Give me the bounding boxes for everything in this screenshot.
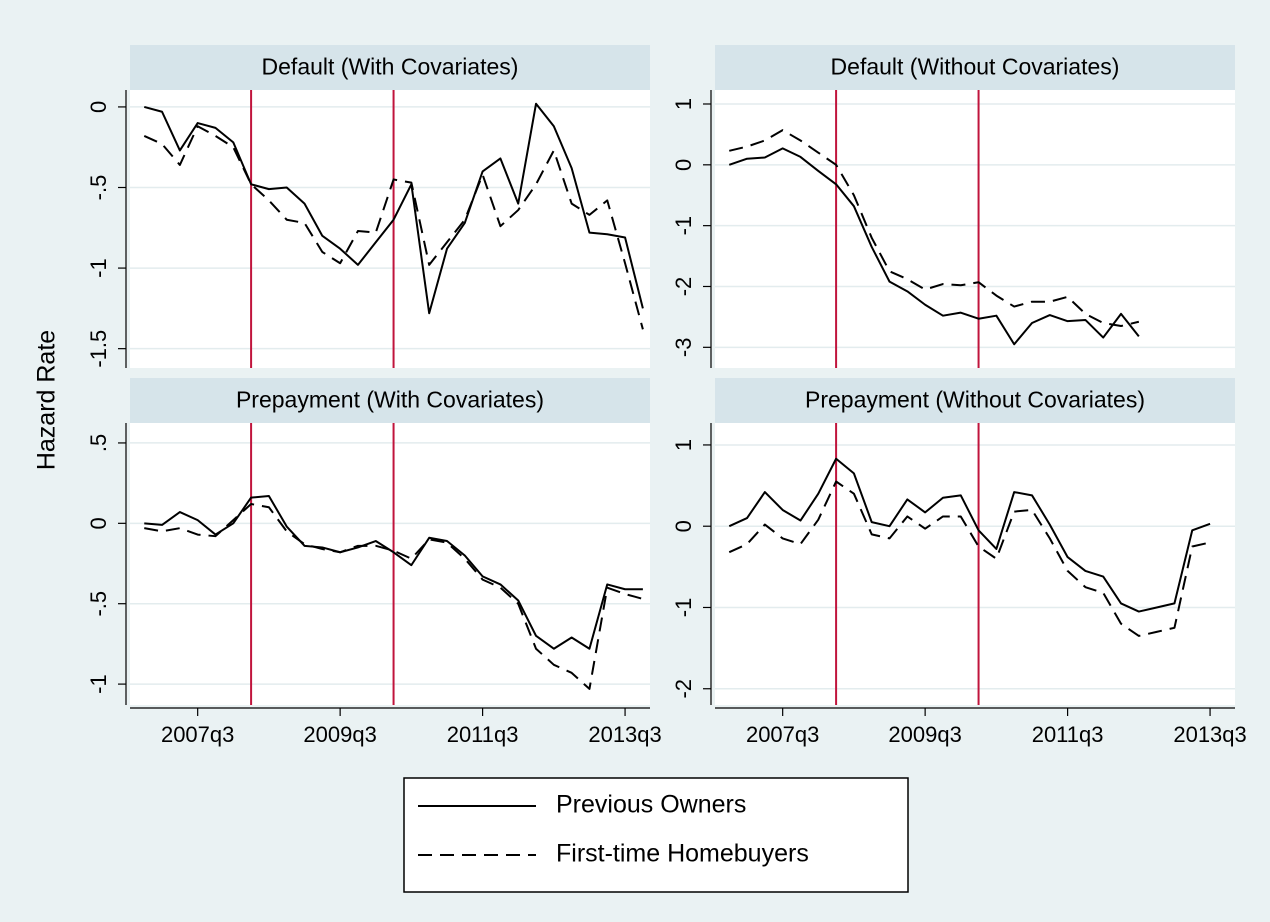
y-axis-label: Hazard Rate: [33, 330, 61, 470]
y-tick-label: -1: [86, 258, 111, 278]
y-tick-label: -1: [86, 674, 111, 694]
series-line: [728, 147, 1140, 346]
y-tick-label: -1: [671, 216, 696, 236]
plot-area: [130, 423, 650, 705]
x-tick-label: 2009q3: [303, 722, 376, 747]
series-line: [728, 457, 1211, 613]
y-tick-label: -2: [671, 277, 696, 297]
panel-title: Default (With Covariates): [262, 54, 519, 80]
y-tick-label: 0: [86, 101, 111, 113]
panel-header: [715, 378, 1235, 423]
y-tick-label: 0: [86, 517, 111, 529]
x-tick-label: 2013q3: [1173, 722, 1246, 747]
series-line: [144, 503, 644, 690]
plot-area: [715, 423, 1235, 705]
panel-title: Prepayment (Without Covariates): [805, 387, 1145, 413]
legend-label: First-time Homebuyers: [556, 840, 809, 868]
panel-title: Default (Without Covariates): [831, 54, 1120, 80]
x-tick-label: 2011q3: [447, 722, 519, 747]
panel-header: [715, 45, 1235, 90]
x-tick-label: 2011q3: [1032, 722, 1104, 747]
x-tick-label: 2013q3: [588, 722, 661, 747]
legend-box: [403, 777, 909, 893]
y-tick-label: 1: [671, 439, 696, 451]
y-tick-label: -1.5: [86, 330, 111, 368]
y-tick-label: -.5: [86, 175, 111, 201]
series-line: [728, 480, 1211, 637]
y-tick-label: 0: [671, 520, 696, 532]
x-tick-label: 2007q3: [161, 722, 234, 747]
y-tick-label: 0: [671, 159, 696, 171]
panel-header: [130, 378, 650, 423]
y-tick-label: .5: [86, 434, 111, 452]
y-tick-label: -3: [671, 338, 696, 358]
legend-label: Previous Owners: [556, 791, 746, 819]
series-line: [729, 129, 1140, 328]
series-line: [143, 102, 644, 315]
x-tick-label: 2007q3: [746, 722, 819, 747]
series-line: [143, 125, 644, 330]
plot-area: [715, 90, 1235, 368]
y-tick-label: -.5: [86, 591, 111, 617]
x-tick-label: 2009q3: [888, 722, 961, 747]
y-tick-label: -1: [671, 598, 696, 618]
y-tick-label: -2: [671, 679, 696, 699]
panel-header: [130, 45, 650, 90]
series-line: [144, 494, 643, 650]
panel-title: Prepayment (With Covariates): [236, 387, 544, 413]
y-tick-label: 1: [671, 98, 696, 110]
